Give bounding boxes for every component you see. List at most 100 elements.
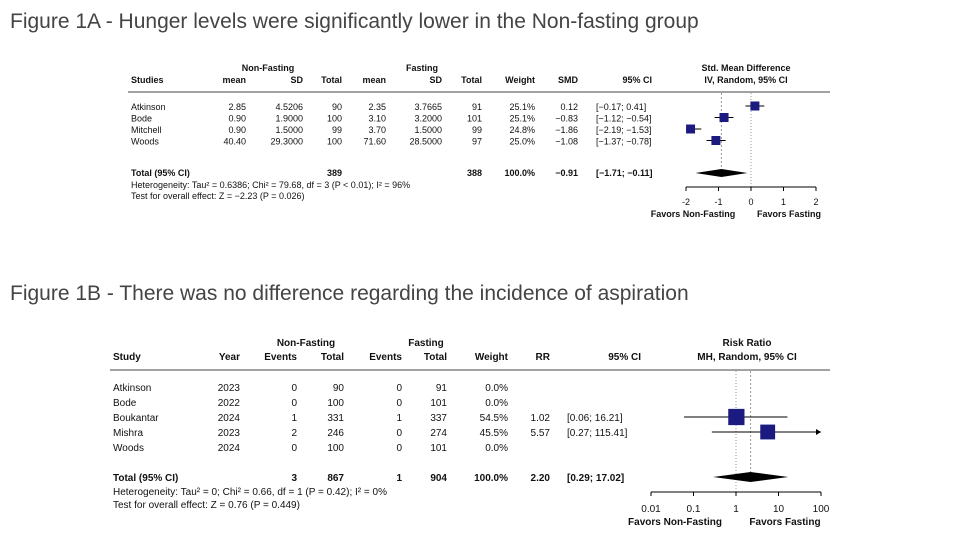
figure-a-group1-label: Non-Fasting [242, 63, 295, 73]
figure-a-cell-total2: 91 [472, 102, 482, 112]
figure-a-cell-total1: 90 [332, 102, 342, 112]
figure-b-x-tick-label: 0.01 [641, 504, 661, 515]
figure-a-cell-ci: [−1.12; −0.54] [596, 114, 652, 124]
figure-a-cell-ci: [−2.19; −1.53] [596, 125, 652, 135]
figure-b-cell-events2: 0 [396, 428, 402, 439]
figure-a-cell-mean2: 71.60 [363, 137, 386, 147]
figure-b-overall-test: Test for overall effect: Z = 0.76 (P = 0… [113, 500, 300, 511]
figure-b-col-year: Year [219, 352, 240, 363]
figure-b-favors-left: Favors Non-Fasting [628, 517, 722, 528]
figure-a-col-smd: SMD [558, 75, 579, 85]
figure-a-plot-title-2: IV, Random, 95% CI [704, 75, 787, 85]
figure-a-cell-mean2: 3.70 [368, 125, 386, 135]
figure-a-col-total2: Total [461, 75, 482, 85]
figure-b-cell-weight: 54.5% [480, 413, 508, 424]
figure-b-x-tick-label: 10 [773, 504, 785, 515]
figure-b-cell-events1: 0 [291, 383, 297, 394]
figure-b-cell-total2: 337 [430, 413, 447, 424]
figure-a-x-tick-label: -1 [714, 197, 722, 207]
figure-a-title: Figure 1A - Hunger levels were significa… [10, 10, 699, 33]
figure-a-cell-sd2: 3.2000 [414, 114, 442, 124]
figure-a-cell-total1: 100 [327, 137, 342, 147]
figure-b-cell-year: 2024 [218, 443, 241, 454]
figure-a-table: Non-Fasting Fasting Std. Mean Difference… [128, 63, 830, 219]
figure-b-cell-total1: 246 [327, 428, 344, 439]
figure-a-col-ci: 95% CI [622, 75, 652, 85]
figure-a-cell-mean2: 2.35 [368, 102, 386, 112]
figure-b-total-events2: 1 [396, 473, 402, 484]
figure-a-cell-total1: 99 [332, 125, 342, 135]
figure-a-cell-sd1: 1.9000 [275, 114, 303, 124]
figure-b-total-total1: 867 [327, 473, 344, 484]
figure-a-cell-mean1: 0.90 [228, 114, 246, 124]
figure-a-col-sd1: SD [290, 75, 303, 85]
figure-b-favors-right: Favors Fasting [749, 517, 820, 528]
figure-b-total-total2: 904 [430, 473, 447, 484]
figure-b-cell-year: 2023 [218, 428, 241, 439]
figure-b-cell-effect: 1.02 [531, 413, 551, 424]
figure-b-col-total1: Total [321, 352, 344, 363]
figure-b-table: Non-Fasting Fasting Risk Ratio Study Yea… [110, 338, 830, 528]
figure-b-cell-weight: 0.0% [485, 443, 508, 454]
figure-a-total-total1: 389 [327, 168, 342, 178]
figure-a-col-weight: Weight [505, 75, 535, 85]
figure-a-pooled-diamond [695, 169, 748, 177]
figure-a-cell-sd2: 28.5000 [409, 137, 442, 147]
figure-b-title: Figure 1B - There was no difference rega… [10, 282, 689, 305]
figure-b-col-events1: Events [264, 352, 297, 363]
figure-a-group2-label: Fasting [406, 63, 438, 73]
figure-b-cell-year: 2023 [218, 383, 241, 394]
figure-a-cell-sd2: 1.5000 [414, 125, 442, 135]
figure-a-col-mean2: mean [362, 75, 386, 85]
figure-a-study-marker [750, 101, 760, 111]
figure-b-cell-weight: 0.0% [485, 398, 508, 409]
figure-b-cell-total1: 100 [327, 443, 344, 454]
figure-b-cell-events1: 1 [291, 413, 297, 424]
figure-b-plot-title-2: MH, Random, 95% CI [697, 352, 797, 363]
figure-a-cell-sd1: 29.3000 [270, 137, 303, 147]
figure-a-cell-total1: 100 [327, 114, 342, 124]
figure-a-total-total2: 388 [467, 168, 482, 178]
figure-a-total-smd: −0.91 [555, 168, 578, 178]
figure-b-cell-events1: 0 [291, 443, 297, 454]
figure-a-cell-effect: −0.83 [555, 114, 578, 124]
figure-a-cell-sd1: 1.5000 [275, 125, 303, 135]
figure-b-cell-events1: 0 [291, 398, 297, 409]
figure-b-x-tick-label: 100 [813, 504, 830, 515]
figure-a-x-tick-label: 0 [748, 197, 753, 207]
figure-a-x-tick-label: -2 [682, 197, 690, 207]
figure-b-cell-total2: 101 [430, 398, 447, 409]
figure-a-cell-mean2: 3.10 [368, 114, 386, 124]
figure-a-cell-effect: 0.12 [560, 102, 578, 112]
figure-a-study-marker [719, 112, 729, 123]
figure-a-cell-weight: 25.1% [509, 102, 535, 112]
figure-b-ci-arrow [816, 429, 821, 435]
figure-b-study-marker [760, 424, 776, 440]
figure-a-cell-total2: 101 [467, 114, 482, 124]
figure-b-cell-study: Boukantar [113, 413, 159, 424]
figure-b-cell-study: Woods [113, 443, 144, 454]
figure-b-group1-label: Non-Fasting [277, 338, 335, 349]
figure-b-total-events1: 3 [291, 473, 297, 484]
figure-a-cell-study: Mitchell [131, 125, 162, 135]
figure-a-x-tick-label: 2 [813, 197, 818, 207]
figure-b-cell-events2: 0 [396, 398, 402, 409]
figure-a-cell-total2: 97 [472, 137, 482, 147]
figure-a-cell-study: Bode [131, 114, 152, 124]
figure-b-total-rr: 2.20 [531, 473, 551, 484]
figure-a-col-mean1: mean [222, 75, 246, 85]
figure-b-cell-events2: 0 [396, 443, 402, 454]
figure-b-cell-total1: 100 [327, 398, 344, 409]
figure-b-col-study: Study [113, 352, 141, 363]
figure-a-cell-ci: [−0.17; 0.41] [596, 102, 646, 112]
figure-a-cell-study: Atkinson [131, 102, 166, 112]
figure-b-col-events2: Events [369, 352, 402, 363]
figure-b-total-label: Total (95% CI) [113, 473, 178, 484]
figure-a-overall-test: Test for overall effect: Z = −2.23 (P = … [131, 191, 305, 201]
figure-b-cell-study: Bode [113, 398, 137, 409]
figure-a-col-studies: Studies [131, 75, 164, 85]
figure-a-cell-mean1: 2.85 [228, 102, 246, 112]
figure-a-x-tick-label: 1 [781, 197, 786, 207]
figure-b-plot: 0.01 0.1 1 10 100 [641, 371, 830, 515]
